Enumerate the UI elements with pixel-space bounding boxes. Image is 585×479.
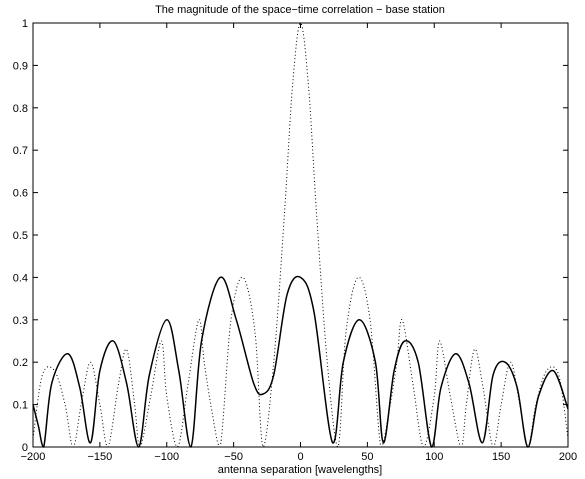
y-tick-label: 0.8 xyxy=(13,103,28,115)
x-tick-label: −50 xyxy=(224,451,243,463)
y-axis: 0 0.1 0.2 0.3 0.4 0.5 0.6 0.7 0.8 0.9 1 xyxy=(13,18,568,454)
y-tick-label: 0.1 xyxy=(13,400,28,412)
x-tick-label: −150 xyxy=(87,451,112,463)
y-tick-label: 0 xyxy=(22,442,28,454)
y-tick-label: 0.9 xyxy=(13,60,28,72)
x-tick-label: 0 xyxy=(297,451,303,463)
y-tick-label: 0.7 xyxy=(13,145,28,157)
y-tick-label: 0.5 xyxy=(13,230,28,242)
y-tick-label: 1 xyxy=(22,18,28,30)
series-line-dotted xyxy=(32,22,569,448)
plot-area xyxy=(32,22,569,448)
x-tick-label: 150 xyxy=(492,451,510,463)
y-tick-label: 0.3 xyxy=(13,315,28,327)
chart-title: The magnitude of the space−time correlat… xyxy=(155,4,445,16)
x-tick-label: 200 xyxy=(559,451,577,463)
x-axis-label: antenna separation [wavelengths] xyxy=(218,464,383,476)
x-tick-label: −100 xyxy=(154,451,179,463)
series-line-solid xyxy=(32,275,569,448)
x-axis: −200 −150 −100 −50 0 50 100 150 200 xyxy=(21,23,577,463)
x-tick-label: −200 xyxy=(21,451,46,463)
y-tick-label: 0.2 xyxy=(13,357,28,369)
x-tick-label: 100 xyxy=(425,451,443,463)
series-layer xyxy=(32,22,569,448)
y-tick-label: 0.6 xyxy=(13,188,28,200)
x-tick-label: 50 xyxy=(361,451,373,463)
y-tick-label: 0.4 xyxy=(13,272,28,284)
